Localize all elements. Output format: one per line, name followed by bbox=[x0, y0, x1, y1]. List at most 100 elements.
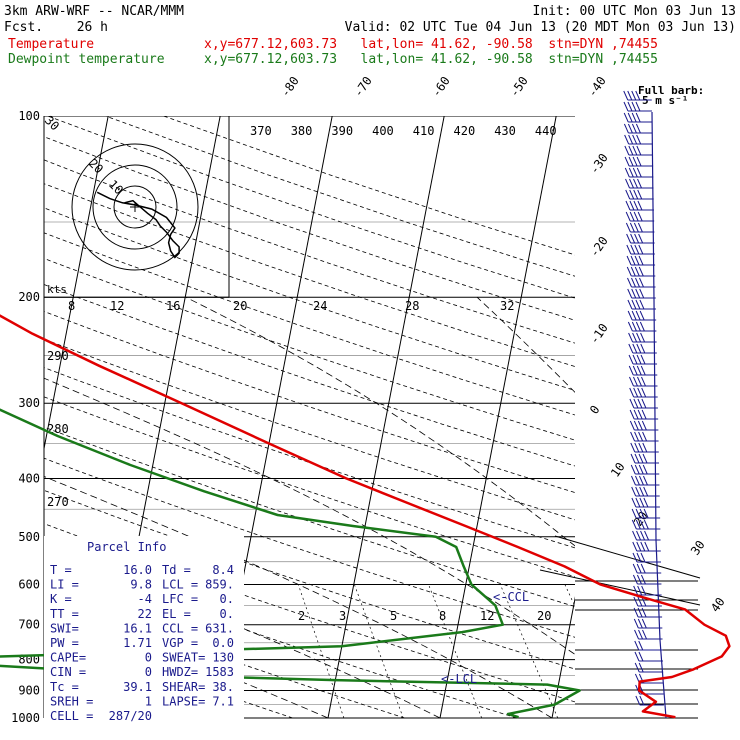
wind-barb bbox=[633, 596, 662, 607]
parcel-info-value: 631. bbox=[205, 621, 234, 635]
mixing-ratio-line bbox=[499, 584, 559, 718]
isotherm-tick-label: -60 bbox=[429, 74, 453, 100]
barb-key-value: 5 m s⁻¹ bbox=[642, 94, 688, 107]
parcel-info-background bbox=[44, 536, 244, 728]
dry-adiabat-line bbox=[44, 257, 575, 441]
wind-barb bbox=[630, 431, 659, 442]
parcel-info-key: Td = bbox=[162, 563, 191, 577]
parcel-info-value: 1.71 bbox=[123, 636, 152, 650]
isotherm-tick-label: -30 bbox=[587, 151, 611, 177]
mixing-ratio-label: 8 bbox=[439, 609, 446, 623]
wind-barb bbox=[627, 277, 656, 288]
wind-barb bbox=[628, 354, 658, 365]
barb-key-title: Full barb: bbox=[638, 84, 704, 97]
isotherm-line bbox=[327, 116, 445, 718]
mixing-ratio-label: 3 bbox=[339, 609, 346, 623]
dry-adiabat-line bbox=[44, 183, 575, 367]
theta-side-label: 270 bbox=[47, 495, 69, 509]
moist-adiabat-line bbox=[44, 377, 575, 655]
wind-barb bbox=[632, 541, 661, 552]
wind-barb bbox=[623, 101, 652, 112]
mixing-ratio-line bbox=[428, 584, 483, 718]
mixing-ratio-label: 32 bbox=[500, 299, 514, 313]
isotherm-line bbox=[551, 596, 575, 718]
wind-barb bbox=[632, 552, 661, 563]
dry-adiabat-line bbox=[44, 232, 575, 416]
wind-barb bbox=[629, 409, 659, 420]
wind-barb bbox=[625, 222, 655, 233]
dry-adiabat-line bbox=[44, 593, 405, 718]
mixing-ratio-label: 24 bbox=[313, 299, 327, 313]
dewpoint-legend-location: x,y=677.12,603.73 lat,lon= 41.62, -90.58… bbox=[204, 52, 658, 67]
isotherm-line bbox=[664, 116, 740, 718]
isotherm-tick-label: -70 bbox=[351, 74, 375, 100]
wind-barb bbox=[634, 629, 663, 640]
parcel-info-key: SREH = bbox=[50, 694, 93, 708]
mixing-ratio-label: 8 bbox=[68, 299, 75, 313]
barb-staff bbox=[651, 111, 667, 719]
hodograph-trace bbox=[96, 191, 180, 259]
parcel-info-value: 22 bbox=[138, 607, 152, 621]
parcel-info-key: T = bbox=[50, 563, 72, 577]
dry-adiabat-line bbox=[44, 284, 575, 467]
parcel-info-value: 39.1 bbox=[123, 680, 152, 694]
moist-adiabat-line bbox=[476, 296, 575, 393]
isotherm-tick-label: 0 bbox=[587, 403, 603, 417]
parcel-info-key: CCL = bbox=[162, 621, 198, 635]
pressure-tick-label: 600 bbox=[18, 577, 40, 591]
parcel-info-value: 9.8 bbox=[130, 578, 152, 592]
parcel-info-value: 287/20 bbox=[109, 709, 152, 723]
wind-barb bbox=[632, 530, 661, 541]
parcel-info-value: 0 bbox=[145, 651, 152, 665]
wind-barb bbox=[629, 387, 658, 398]
wind-barb bbox=[633, 607, 663, 618]
parcel-info-key: CIN = bbox=[50, 665, 86, 679]
parcel-info-title: Parcel Info bbox=[87, 540, 166, 554]
hodograph-ring-label: 20 bbox=[86, 156, 106, 176]
parcel-info-value: 38. bbox=[212, 680, 234, 694]
wind-barb bbox=[626, 233, 655, 244]
lcl-marker: <-LCL bbox=[441, 672, 477, 686]
parcel-info-key: SHEAR= bbox=[162, 680, 205, 694]
parcel-info-value: 7.1 bbox=[212, 694, 234, 708]
pressure-tick-label: 500 bbox=[18, 530, 40, 544]
parcel-info-key: EL = bbox=[162, 607, 191, 621]
isotherm-tick-label: -80 bbox=[278, 74, 302, 100]
temperature-legend-location: x,y=677.12,603.73 lat,lon= 41.62, -90.58… bbox=[204, 37, 658, 52]
isotherm-line bbox=[44, 116, 109, 452]
mixing-ratio-label: 20 bbox=[537, 609, 551, 623]
wind-barb bbox=[628, 365, 658, 376]
wind-barb bbox=[626, 244, 655, 255]
wind-barb bbox=[630, 442, 659, 453]
mixing-ratio-label: 5 bbox=[390, 609, 397, 623]
mixing-ratio-label: 20 bbox=[233, 299, 247, 313]
parcel-info-key: PW = bbox=[50, 636, 79, 650]
wind-barb bbox=[626, 255, 656, 266]
theta-tick-label: 380 bbox=[291, 124, 313, 138]
parcel-info-key: CELL = bbox=[50, 709, 93, 723]
init-time: Init: 00 UTC Mon 03 Jun 13 bbox=[533, 4, 737, 19]
wind-barb bbox=[630, 453, 660, 464]
wind-barb bbox=[625, 178, 654, 189]
wind-barb bbox=[628, 343, 657, 354]
wind-barb bbox=[629, 376, 658, 387]
forecast-label: Fcst. bbox=[4, 20, 43, 35]
parcel-info-key: LFC = bbox=[162, 592, 198, 606]
isotherm-extension bbox=[539, 569, 701, 606]
parcel-info-value: 0 bbox=[145, 665, 152, 679]
mixing-ratio-label: 12 bbox=[110, 299, 124, 313]
pressure-tick-label: 700 bbox=[18, 618, 40, 632]
wind-barb bbox=[627, 288, 656, 299]
mixing-ratio-label: 16 bbox=[166, 299, 180, 313]
hodograph-ring bbox=[113, 185, 157, 229]
sounding-profiles bbox=[0, 314, 731, 719]
theta-tick-label: 410 bbox=[413, 124, 435, 138]
wind-barb bbox=[627, 299, 656, 310]
wind-barb bbox=[634, 640, 663, 651]
wind-barb bbox=[623, 90, 652, 101]
parcel-info-key: Tc = bbox=[50, 680, 79, 694]
mixing-ratio-label: 12 bbox=[480, 609, 494, 623]
pressure-tick-label: 900 bbox=[18, 683, 40, 697]
parcel-info-key: VGP = bbox=[162, 636, 198, 650]
